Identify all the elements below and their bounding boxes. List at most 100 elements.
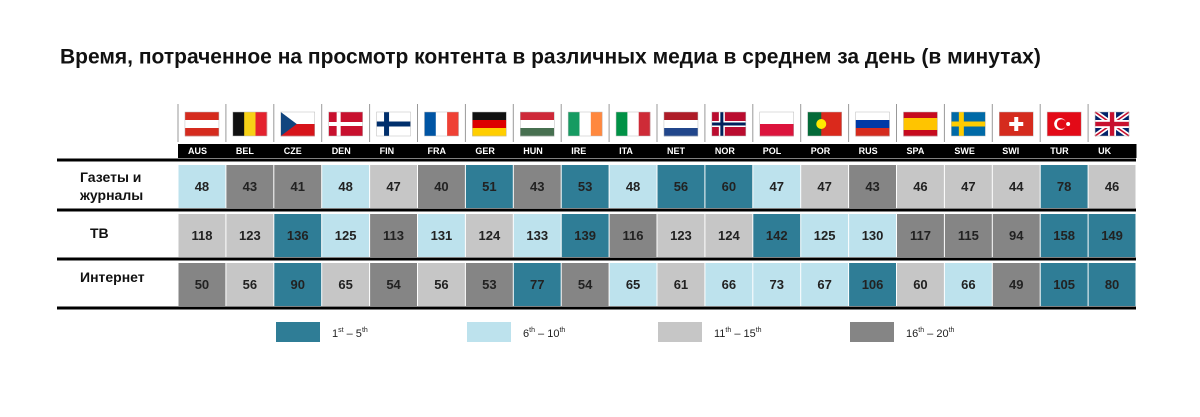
flag-border (663, 111, 699, 137)
cell (897, 214, 944, 257)
cell (609, 263, 657, 306)
code-band (848, 144, 897, 158)
cell-value: 46 (1105, 179, 1119, 194)
cell (801, 263, 849, 306)
legend-label-part: – 5 (344, 328, 362, 340)
country-code: ITA (619, 146, 633, 156)
cell (992, 165, 1040, 208)
cell-value: 56 (243, 277, 257, 292)
flag-part (184, 120, 219, 129)
country-code: DEN (332, 146, 351, 156)
code-band (561, 144, 610, 158)
flag-part (520, 128, 555, 137)
cell-value: 90 (291, 277, 305, 292)
country-code: HUN (523, 146, 543, 156)
cell-value: 66 (961, 277, 975, 292)
flag-border (232, 111, 268, 137)
cell-value: 142 (766, 228, 788, 243)
cell-value: 124 (718, 228, 740, 243)
flag-border (615, 111, 651, 137)
cell (657, 214, 705, 257)
country-code: NET (667, 146, 686, 156)
cell (801, 165, 849, 208)
cell-value: 106 (862, 277, 884, 292)
cell-value: 60 (722, 179, 736, 194)
code-band (1040, 144, 1089, 158)
code-band (800, 144, 850, 158)
cell (465, 214, 513, 257)
code-band (609, 144, 658, 158)
code-band (417, 144, 466, 158)
cell (370, 214, 417, 257)
country-code: AUS (188, 146, 207, 156)
flag-border (280, 111, 315, 137)
cell (418, 263, 465, 306)
flag-border (184, 111, 220, 137)
flag-part (472, 128, 507, 137)
country-code: CZE (284, 146, 302, 156)
flag-part (807, 112, 822, 136)
cell (801, 214, 849, 257)
cell-value: 125 (814, 228, 836, 243)
cell (465, 165, 513, 208)
flag-part (1066, 122, 1071, 126)
flag-border (520, 111, 555, 137)
code-band (465, 144, 514, 158)
code-band (896, 144, 945, 158)
code-band (273, 144, 323, 158)
cell-value: 115 (958, 228, 979, 243)
cell-value: 77 (530, 277, 544, 292)
cell (274, 165, 322, 208)
cell (992, 263, 1040, 306)
cell-value: 49 (1009, 277, 1023, 292)
cell (753, 263, 801, 306)
row-label: Газеты и журналы (80, 169, 144, 203)
flag-part (520, 112, 555, 121)
cell-value: 54 (386, 277, 401, 292)
cell-value: 53 (578, 179, 592, 194)
flag-part (435, 112, 448, 136)
country-code: RUS (859, 146, 878, 156)
legend-label-part: th (529, 327, 535, 334)
cell-value: 116 (623, 228, 644, 243)
cell-value: 47 (961, 179, 975, 194)
cell (657, 263, 705, 306)
flag-part (579, 112, 592, 136)
country-code: UK (1098, 146, 1111, 156)
country-code: NOR (715, 146, 736, 156)
cell (513, 263, 561, 306)
country-code: POR (811, 146, 831, 156)
cell-value: 130 (862, 228, 884, 243)
row-label: ТВ (90, 225, 109, 241)
country-code: TUR (1050, 146, 1069, 156)
flag-border (472, 111, 507, 137)
flag-border (807, 111, 842, 137)
flag-part (184, 128, 219, 137)
flag-part (1095, 121, 1130, 127)
country-code: GER (475, 146, 495, 156)
cell-value: 56 (434, 277, 448, 292)
flag-border (711, 111, 747, 137)
cell (513, 214, 561, 257)
legend-label-part: 1 (332, 328, 338, 340)
cell (944, 165, 992, 208)
cell (705, 263, 753, 306)
flag-part (232, 112, 245, 136)
flag-part (1009, 122, 1024, 126)
cell (1088, 263, 1136, 306)
legend-label-part: st (338, 327, 344, 334)
cell-value: 47 (770, 179, 784, 194)
flag-border (424, 111, 459, 137)
code-band (657, 144, 706, 158)
legend-label: 16th – 20th (906, 327, 955, 340)
cell (322, 165, 370, 208)
cell (753, 165, 801, 208)
legend-swatch (850, 322, 894, 342)
country-code: FIN (380, 146, 395, 156)
cell-value: 118 (191, 228, 212, 243)
cell-value: 133 (526, 228, 548, 243)
flag-part (447, 112, 459, 136)
flag-part (520, 120, 555, 129)
